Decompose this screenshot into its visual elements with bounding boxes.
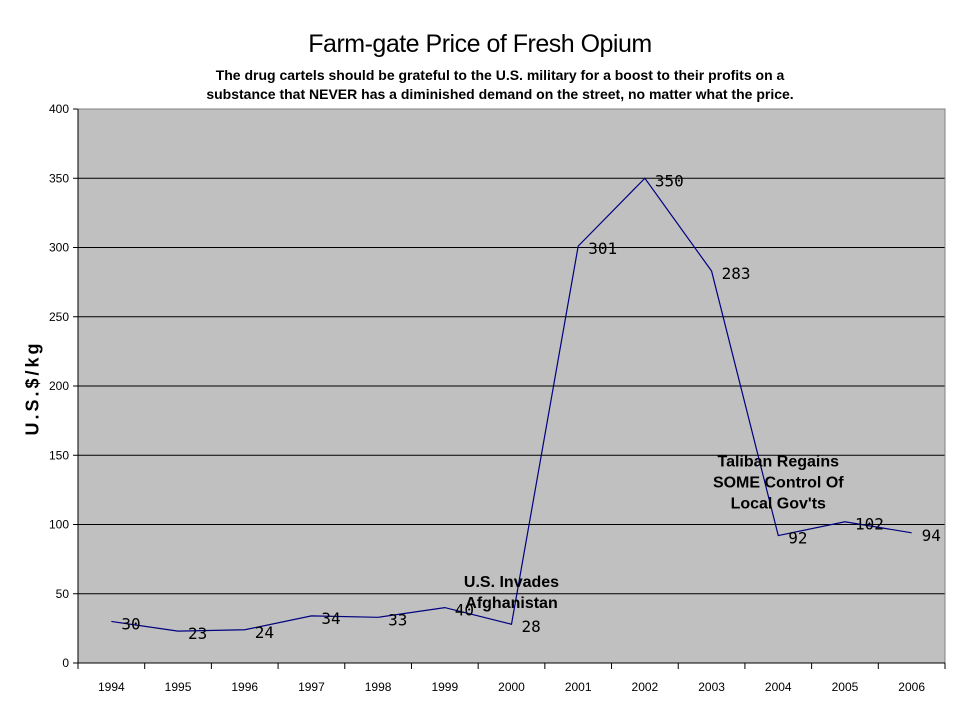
x-tick-label-2003: 2003 [698, 680, 725, 694]
subtitle-line-1: The drug cartels should be grateful to t… [215, 67, 785, 83]
data-label-1998: 33 [388, 610, 407, 629]
y-tick-label-150: 150 [49, 448, 69, 462]
x-tick-label-1999: 1999 [431, 680, 458, 694]
y-tick-label-350: 350 [49, 171, 69, 185]
x-tick-label-1997: 1997 [298, 680, 325, 694]
annotation-1-line-2: Afghanistan [465, 595, 557, 612]
x-tick-label-2001: 2001 [565, 680, 592, 694]
x-tick-label-1995: 1995 [165, 680, 192, 694]
x-tick-label-2002: 2002 [632, 680, 659, 694]
chart-subtitle: The drug cartels should be grateful to t… [150, 66, 850, 104]
x-tick-label-1994: 1994 [98, 680, 125, 694]
data-label-2003: 283 [722, 264, 751, 283]
x-tick-label-2004: 2004 [765, 680, 792, 694]
data-label-1995: 23 [188, 624, 207, 643]
data-label-1999: 40 [455, 601, 474, 620]
annotation-2-line-2: SOME Control Of [713, 474, 844, 491]
data-label-1996: 24 [255, 623, 274, 642]
data-label-1994: 30 [121, 614, 140, 633]
y-tick-label-300: 300 [49, 241, 69, 255]
x-tick-label-2006: 2006 [898, 680, 925, 694]
x-tick-label-1998: 1998 [365, 680, 392, 694]
data-label-2005: 102 [855, 515, 884, 534]
annotation-2-line-1: Taliban Regains [718, 453, 840, 470]
annotation-2-line-3: Local Gov'ts [731, 495, 826, 512]
annotation-1-line-1: U.S. Invades [464, 574, 559, 591]
y-tick-label-400: 400 [49, 102, 69, 116]
chart-title: Farm-gate Price of Fresh Opium [308, 30, 652, 58]
y-tick-label-0: 0 [62, 656, 69, 670]
data-label-1997: 34 [321, 609, 340, 628]
y-tick-label-200: 200 [49, 379, 69, 393]
y-tick-label-50: 50 [56, 587, 70, 601]
x-tick-label-1996: 1996 [231, 680, 258, 694]
data-label-2006: 94 [922, 526, 941, 545]
y-tick-label-250: 250 [49, 310, 69, 324]
data-label-2002: 350 [655, 171, 684, 190]
x-tick-label-2000: 2000 [498, 680, 525, 694]
data-label-2001: 301 [588, 239, 617, 258]
data-label-2000: 28 [522, 617, 541, 636]
series-line [111, 177, 912, 632]
y-tick-label-100: 100 [49, 518, 69, 532]
subtitle-line-2: substance that NEVER has a diminished de… [206, 86, 794, 102]
data-label-2004: 92 [788, 529, 807, 548]
x-tick-label-2005: 2005 [832, 680, 859, 694]
